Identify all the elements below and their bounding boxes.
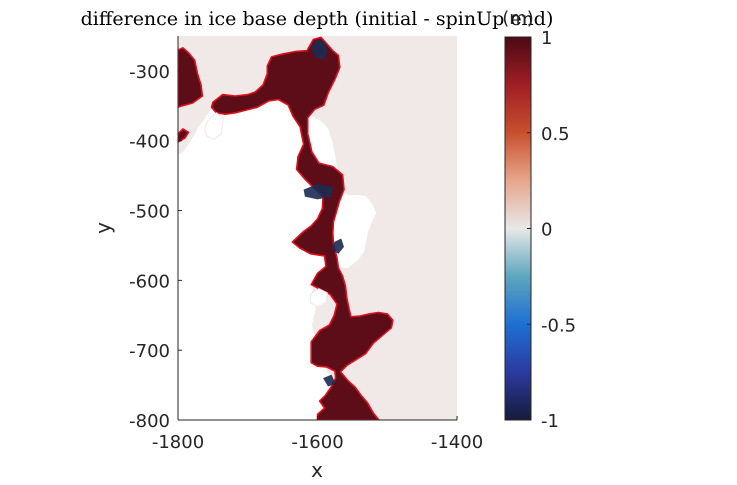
y-tick-label: -400 [129, 132, 170, 153]
colorbar-tick-label: 0.5 [541, 124, 570, 145]
y-tick-label: -600 [129, 271, 170, 292]
no-data-island [310, 288, 328, 308]
colorbar-label: (m) [502, 8, 534, 29]
y-tick-label: -300 [129, 62, 170, 83]
negative-patch [323, 374, 336, 387]
positive-regions [178, 36, 394, 420]
y-axis-label: y [91, 222, 115, 234]
negative-patch [310, 39, 328, 61]
y-tick-label: -500 [129, 202, 170, 223]
positive-region [178, 128, 190, 143]
x-tick-label: -1400 [431, 432, 483, 453]
colorbar-tick-label: 1 [541, 28, 552, 49]
no-data-islands [203, 112, 328, 308]
no-data-island [203, 112, 224, 140]
y-tick-label: -800 [129, 411, 170, 432]
axes: -1800 -1600 -1400 -300 -400 -500 -600 -700 -800… [91, 36, 483, 482]
y-tick-label: -700 [129, 341, 170, 362]
x-ticks: -1800 -1600 -1400 [152, 416, 483, 453]
x-tick-label: -1600 [291, 432, 343, 453]
positive-region [178, 47, 204, 108]
colorbar-tick-label: 0 [541, 220, 552, 241]
colorbar-tick-label: -0.5 [541, 315, 576, 336]
negative-patch [303, 184, 333, 200]
y-ticks: -300 -400 -500 -600 -700 -800 [129, 62, 182, 432]
x-tick-label: -1800 [152, 432, 204, 453]
colorbar-tick-label: -1 [541, 411, 559, 432]
negative-patch [331, 238, 344, 254]
colorbar-gradient [504, 36, 532, 421]
positive-region [210, 36, 394, 420]
colorbar-ticks: 1 0.5 0 -0.5 -1 [527, 28, 576, 432]
negative-patches [303, 39, 344, 387]
chart-title: difference in ice base depth (initial - … [81, 8, 554, 30]
x-axis-label: x [311, 458, 323, 482]
colorbar: 1 0.5 0 -0.5 -1 (m) [502, 8, 576, 432]
heatmap [178, 36, 457, 420]
